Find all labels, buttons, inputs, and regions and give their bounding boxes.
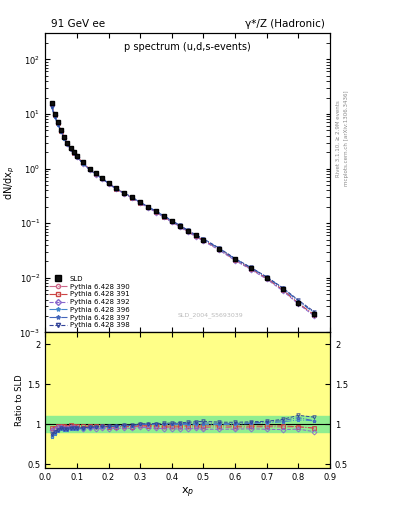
- Legend: SLD, Pythia 6.428 390, Pythia 6.428 391, Pythia 6.428 392, Pythia 6.428 396, Pyt: SLD, Pythia 6.428 390, Pythia 6.428 391,…: [49, 275, 130, 329]
- Text: SLD_2004_S5693039: SLD_2004_S5693039: [178, 312, 243, 317]
- Y-axis label: dN/dx$_p$: dN/dx$_p$: [2, 165, 17, 200]
- Y-axis label: Ratio to SLD: Ratio to SLD: [15, 375, 24, 426]
- Text: Rivet 3.1.10, ≥ 2.9M events: Rivet 3.1.10, ≥ 2.9M events: [336, 100, 341, 177]
- Text: mcplots.cern.ch [arXiv:1306.3436]: mcplots.cern.ch [arXiv:1306.3436]: [344, 91, 349, 186]
- Bar: [45, 416, 286, 433]
- Bar: [286, 416, 330, 433]
- X-axis label: x$_p$: x$_p$: [181, 485, 194, 500]
- Text: p spectrum (u,d,s-events): p spectrum (u,d,s-events): [124, 42, 251, 52]
- Bar: [286, 332, 330, 468]
- Text: 91 GeV ee: 91 GeV ee: [51, 19, 105, 29]
- Text: γ*/Z (Hadronic): γ*/Z (Hadronic): [244, 19, 325, 29]
